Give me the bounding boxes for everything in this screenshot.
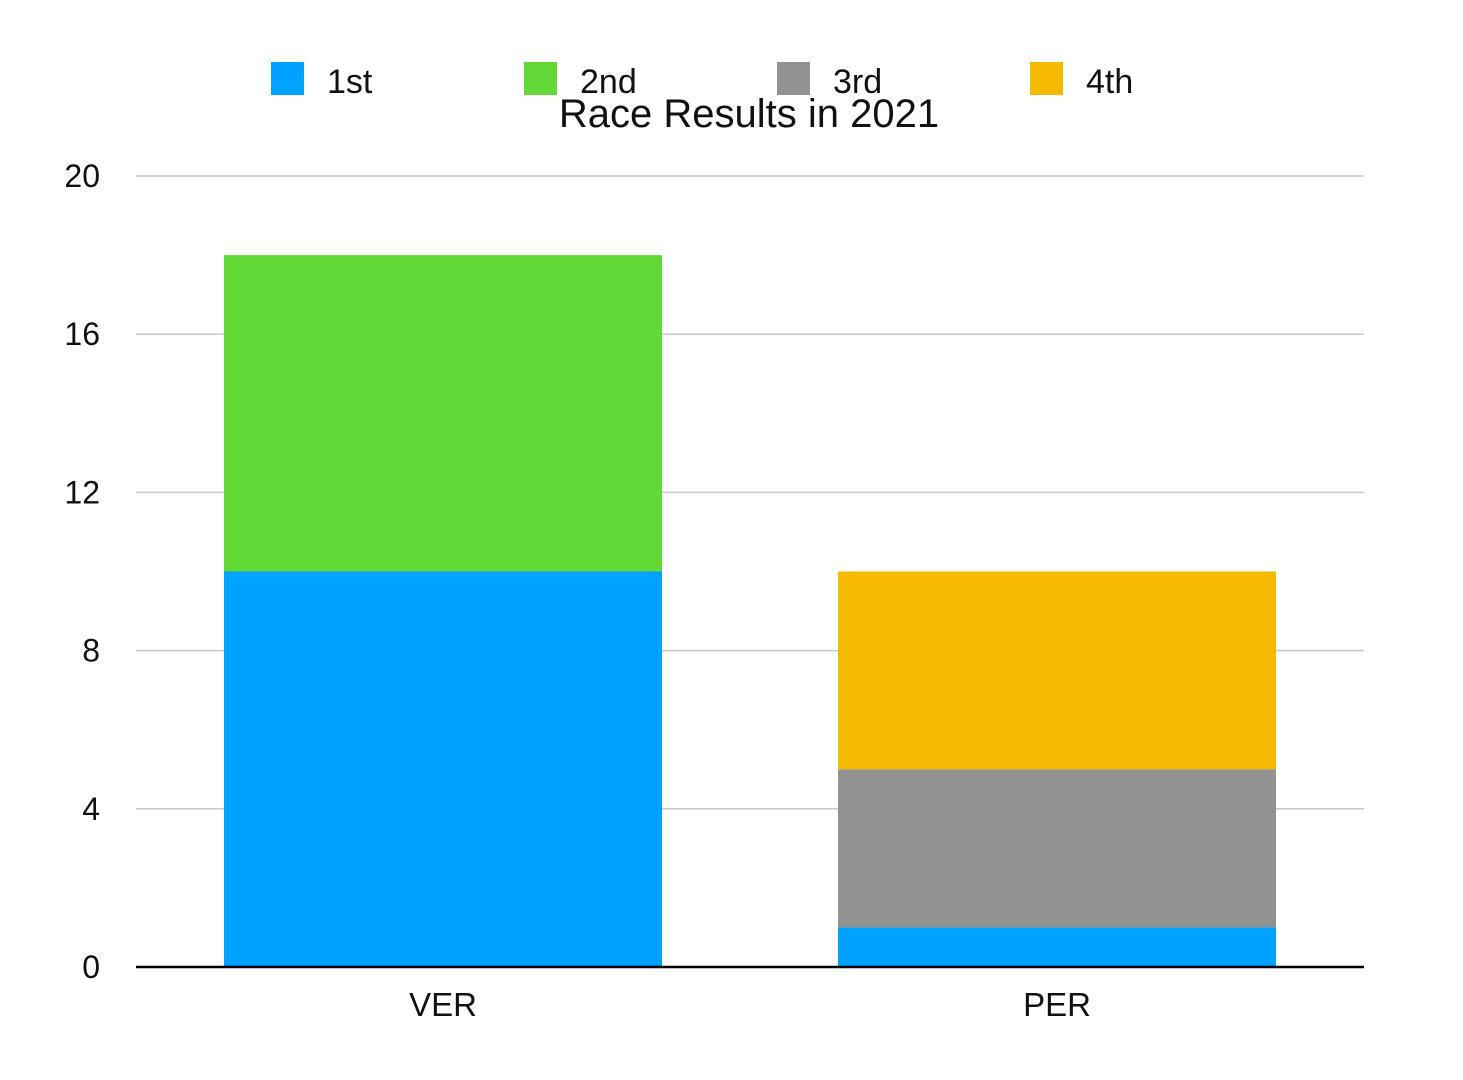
y-tick-label: 0 [82,949,100,985]
legend-swatch [271,62,304,95]
y-tick-label: 12 [64,474,100,510]
legend-item-2nd: 2nd [524,62,637,101]
x-tick-label: PER [1023,986,1091,1023]
legend-label: 4th [1086,63,1133,101]
legend-label: 1st [327,63,373,101]
legend-item-4th: 4th [1030,62,1133,101]
bar-segment-ver-2nd [224,255,662,572]
bars [224,255,1276,967]
x-axis-tick-labels: VER PER [409,986,1091,1023]
y-tick-label: 8 [82,633,100,669]
bar-segment-per-1st [838,927,1276,967]
legend-swatch [524,62,557,95]
bar-segment-per-3rd [838,769,1276,928]
y-tick-label: 4 [82,791,100,827]
legend-label: 3rd [833,63,882,101]
legend: 1st 2nd 3rd 4th [271,62,1133,101]
bar-segment-per-4th [838,571,1276,770]
bar-segment-ver-1st [224,571,662,967]
y-tick-label: 20 [64,158,100,194]
chart-title: Race Results in 2021 [559,92,939,136]
x-tick-label: VER [409,986,477,1023]
legend-swatch [1030,62,1063,95]
legend-swatch [777,62,810,95]
y-tick-label: 16 [64,316,100,352]
legend-item-1st: 1st [271,62,373,101]
y-axis-tick-labels: 0 4 8 12 16 20 [64,158,100,985]
legend-label: 2nd [580,63,637,101]
legend-item-3rd: 3rd [777,62,882,101]
